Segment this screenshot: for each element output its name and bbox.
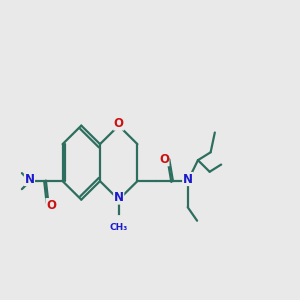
Text: CH₃: CH₃ <box>110 223 128 232</box>
Text: O: O <box>114 117 124 130</box>
Text: O: O <box>159 153 169 166</box>
Text: N: N <box>183 172 193 185</box>
Text: N: N <box>25 172 34 185</box>
Text: N: N <box>114 191 124 204</box>
Text: O: O <box>46 199 56 212</box>
